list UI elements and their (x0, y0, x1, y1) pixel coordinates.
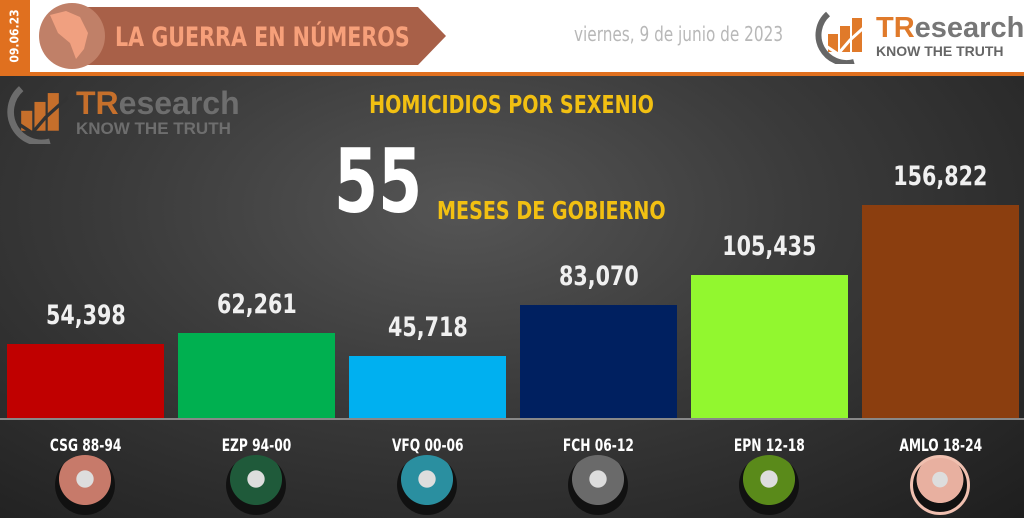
months-label: MESES DE GOBIERNO (437, 196, 666, 225)
data-label: 45,718 (349, 312, 506, 343)
bar-csg (7, 344, 164, 418)
header: 09.06.23 LA GUERRA EN NÚMEROS viernes, 9… (0, 0, 1024, 72)
category-label: AMLO 18-24 (862, 436, 1019, 456)
header-date: viernes, 9 de junio de 2023 (574, 22, 784, 46)
bar-ezp (178, 333, 335, 418)
avatar (397, 455, 457, 515)
data-label-text: 83,070 (558, 261, 639, 293)
category-label: CSG 88-94 (7, 436, 164, 456)
avatar (910, 455, 970, 515)
category-label: EZP 94-00 (178, 436, 335, 456)
map-shape-icon (50, 11, 88, 59)
divider (0, 72, 1024, 76)
category-label-text: VFQ 00-06 (391, 436, 464, 456)
data-label: 156,822 (862, 161, 1019, 192)
header-logo: TResearch KNOW THE TRUTH (814, 8, 1024, 64)
data-label-text: 105,435 (722, 230, 817, 262)
months-number: 55 (334, 130, 423, 233)
logo-tr: TR (876, 11, 915, 44)
logo-tagline: KNOW THE TRUTH (76, 119, 231, 138)
date-tag-text: 09.06.23 (8, 9, 22, 63)
category-label-text: EZP 94-00 (221, 436, 292, 456)
logo-rest: esearch (118, 85, 240, 121)
category-label-text: CSG 88-94 (49, 436, 122, 456)
data-label: 54,398 (7, 300, 164, 331)
avatar (226, 455, 286, 515)
chart-area (0, 76, 1024, 518)
chart-title-text: HOMICIDIOS POR SEXENIO (369, 90, 655, 119)
bar-fch (520, 305, 677, 418)
data-label-text: 156,822 (893, 161, 988, 192)
avatar (55, 455, 115, 515)
date-tag: 09.06.23 (0, 0, 30, 72)
logo-tr: TR (76, 85, 119, 121)
data-label: 62,261 (178, 289, 335, 320)
baseline (0, 418, 1024, 420)
chart-title: HOMICIDIOS POR SEXENIO (0, 90, 1024, 119)
data-label-text: 54,398 (45, 300, 126, 332)
data-label: 83,070 (520, 261, 677, 292)
category-label: VFQ 00-06 (349, 436, 506, 456)
logo-chart-icon (815, 11, 872, 64)
watermark-logo: TResearch KNOW THE TRUTH (4, 82, 240, 144)
category-label: EPN 12-18 (691, 436, 848, 456)
avatar (739, 455, 799, 515)
avatar (568, 455, 628, 515)
data-label-text: 45,718 (387, 311, 468, 343)
category-label-text: FCH 06-12 (563, 436, 634, 456)
logo-chart-icon (7, 86, 69, 144)
category-label: FCH 06-12 (520, 436, 677, 456)
banner-arrow (76, 7, 446, 65)
data-label: 105,435 (691, 231, 848, 262)
bar-amlo (862, 205, 1019, 418)
bar-vfq (349, 355, 506, 418)
bar-epn (691, 274, 848, 418)
logo-rest: esearch (914, 11, 1024, 44)
data-label-text: 62,261 (216, 289, 297, 321)
logo-tagline: KNOW THE TRUTH (876, 42, 1004, 59)
banner-title: LA GUERRA EN NÚMEROS (115, 22, 410, 53)
banner (39, 3, 446, 69)
category-label-text: EPN 12-18 (734, 436, 805, 456)
category-label-text: AMLO 18-24 (899, 436, 982, 456)
